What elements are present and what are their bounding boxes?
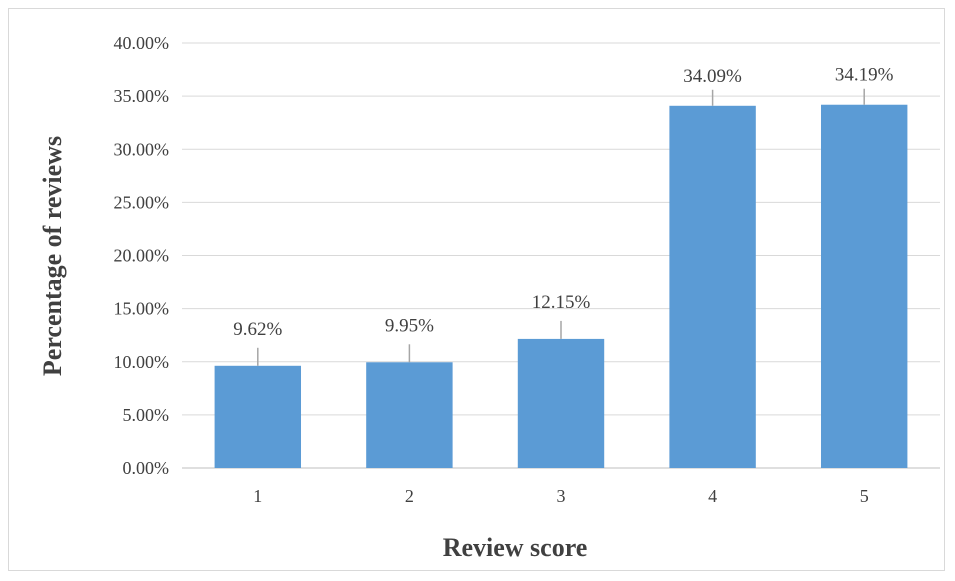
data-label: 12.15% [532, 292, 591, 313]
y-tick-label: 10.00% [114, 352, 170, 372]
x-tick-label: 1 [253, 486, 262, 506]
y-tick-label: 20.00% [114, 246, 170, 266]
x-tick-label: 2 [405, 486, 414, 506]
data-labels: 9.62% 9.95% 12.15% 34.09% 34.19% [233, 65, 893, 340]
bar [366, 362, 453, 468]
x-tick-label: 5 [860, 486, 869, 506]
y-tick-label: 40.00% [114, 33, 170, 53]
bar [820, 104, 908, 468]
bars [214, 104, 908, 468]
data-label: 9.95% [385, 315, 434, 336]
bar [669, 105, 756, 468]
data-label-leaders [257, 88, 865, 366]
bar [214, 365, 302, 468]
bar [517, 338, 605, 468]
y-tick-labels: 0.00% 5.00% 10.00% 15.00% 20.00% 25.00% 30.00%… [114, 33, 170, 478]
y-tick-label: 5.00% [123, 405, 170, 425]
gridlines [182, 42, 940, 469]
x-tick-label: 3 [557, 486, 566, 506]
x-axis-title: Review score [443, 533, 588, 562]
chart-frame [8, 8, 945, 571]
y-tick-label: 0.00% [123, 458, 170, 478]
y-tick-label: 35.00% [114, 86, 170, 106]
data-label: 9.62% [233, 319, 282, 340]
data-label: 34.19% [835, 65, 894, 86]
y-tick-label: 25.00% [114, 192, 170, 212]
x-tick-label: 4 [708, 486, 717, 506]
data-label: 34.09% [683, 66, 742, 87]
y-tick-label: 15.00% [114, 299, 170, 319]
y-axis-title: Percentage of reviews [38, 136, 67, 376]
y-tick-label: 30.00% [114, 139, 170, 159]
x-tick-labels: 1 2 3 4 5 [253, 486, 868, 506]
